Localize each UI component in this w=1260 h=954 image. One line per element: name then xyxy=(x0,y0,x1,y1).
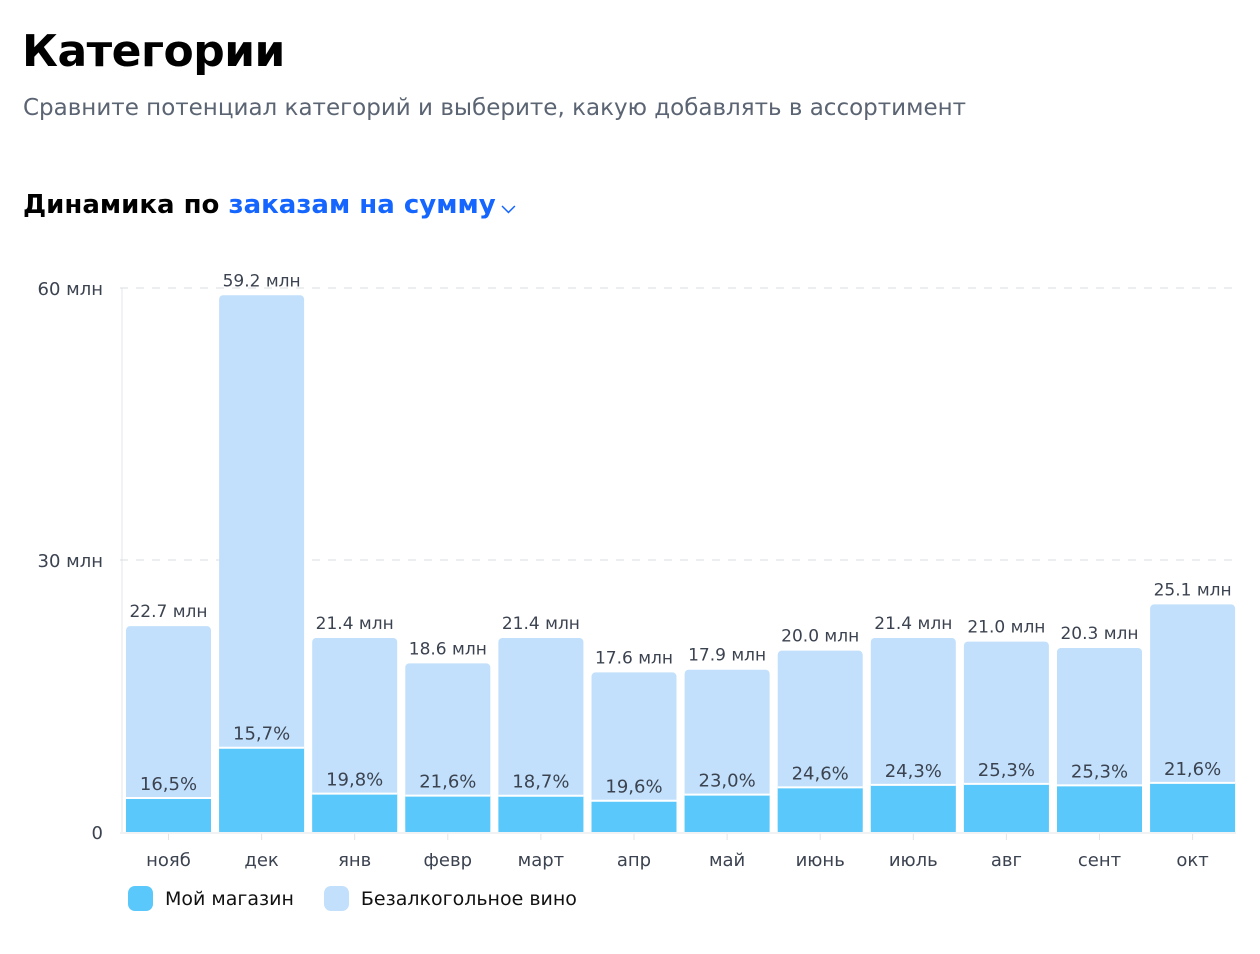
x-tick-label: дек xyxy=(244,850,279,871)
total-label: 59.2 млн xyxy=(223,271,301,291)
bar-category-total xyxy=(498,637,584,832)
total-label: 22.7 млн xyxy=(129,602,207,622)
x-tick-label: июль xyxy=(889,850,938,871)
legend-item-my-store[interactable]: Мой магазин xyxy=(128,886,294,911)
x-tick-label: окт xyxy=(1176,850,1208,871)
metric-dropdown-label[interactable]: заказам на сумму xyxy=(228,190,496,220)
bar-category-total xyxy=(312,637,398,832)
chart-heading: Динамика по заказам на сумму ⌵ xyxy=(23,190,515,220)
total-label: 21.0 млн xyxy=(967,618,1045,638)
share-label: 21,6% xyxy=(1164,759,1221,780)
y-tick-label: 60 млн xyxy=(38,279,103,300)
legend-label: Безалкогольное вино xyxy=(360,887,577,910)
bar-category-total xyxy=(1150,604,1236,832)
bar-my-store xyxy=(219,747,305,832)
bar-my-store xyxy=(870,784,956,832)
total-label: 25.1 млн xyxy=(1154,580,1232,600)
bar-my-store xyxy=(963,783,1049,832)
bar-category-total xyxy=(126,626,211,832)
share-label: 25,3% xyxy=(1071,761,1128,782)
legend-item-category[interactable]: Безалкогольное вино xyxy=(323,886,577,911)
bar-my-store xyxy=(1150,782,1236,832)
chart-heading-prefix: Динамика по xyxy=(23,190,220,220)
share-label: 16,5% xyxy=(140,774,197,795)
total-label: 21.4 млн xyxy=(502,614,580,634)
share-label: 19,8% xyxy=(326,770,383,791)
share-label: 25,3% xyxy=(978,760,1035,781)
total-label: 18.6 млн xyxy=(409,639,487,659)
share-label: 24,3% xyxy=(885,761,942,782)
bar-my-store xyxy=(312,793,398,832)
bar-category-total xyxy=(870,637,956,832)
share-label: 15,7% xyxy=(233,724,290,745)
x-tick-label: янв xyxy=(338,850,371,871)
bar-category-total xyxy=(591,672,677,832)
legend-label: Мой магазин xyxy=(165,887,294,910)
x-tick-label: апр xyxy=(617,850,651,871)
share-label: 19,6% xyxy=(605,777,662,798)
bar-my-store xyxy=(591,800,677,832)
bar-category-total xyxy=(684,669,770,832)
total-label: 20.0 млн xyxy=(781,627,859,647)
page-title: Категории xyxy=(22,26,285,77)
page-subtitle: Сравните потенциал категорий и выберите,… xyxy=(23,95,967,121)
total-label: 21.4 млн xyxy=(316,614,394,634)
x-tick-label: июнь xyxy=(796,850,845,871)
x-tick-label: сент xyxy=(1078,850,1121,871)
legend-swatch-category xyxy=(323,886,349,911)
share-label: 21,6% xyxy=(419,772,476,793)
chart-legend: Мой магазин Безалкогольное вино xyxy=(128,886,577,911)
x-tick-label: май xyxy=(709,850,745,871)
x-tick-label: авг xyxy=(991,850,1022,871)
share-label: 23,0% xyxy=(699,771,756,792)
total-label: 17.9 млн xyxy=(688,646,766,666)
bar-my-store xyxy=(498,795,584,832)
bar-my-store xyxy=(405,795,491,832)
y-tick-label: 0 xyxy=(92,823,103,844)
x-tick-label: февр xyxy=(424,850,473,871)
x-tick-label: март xyxy=(518,850,565,871)
bar-my-store xyxy=(1057,785,1142,832)
bar-my-store xyxy=(126,798,211,832)
total-label: 21.4 млн xyxy=(874,614,952,634)
bar-category-total xyxy=(405,663,491,832)
legend-swatch-my-store xyxy=(128,886,153,911)
total-label: 17.6 млн xyxy=(595,648,673,668)
x-tick-label: нояб xyxy=(146,850,191,871)
metric-dropdown[interactable]: заказам на сумму ⌵ xyxy=(228,190,515,220)
chevron-down-icon[interactable]: ⌵ xyxy=(501,197,516,218)
bar-my-store xyxy=(777,787,863,832)
y-tick-label: 30 млн xyxy=(38,551,103,572)
total-label: 20.3 млн xyxy=(1060,624,1138,644)
bar-my-store xyxy=(684,794,770,832)
bar-category-total xyxy=(219,295,305,833)
share-label: 24,6% xyxy=(792,763,849,784)
share-label: 18,7% xyxy=(512,772,569,793)
